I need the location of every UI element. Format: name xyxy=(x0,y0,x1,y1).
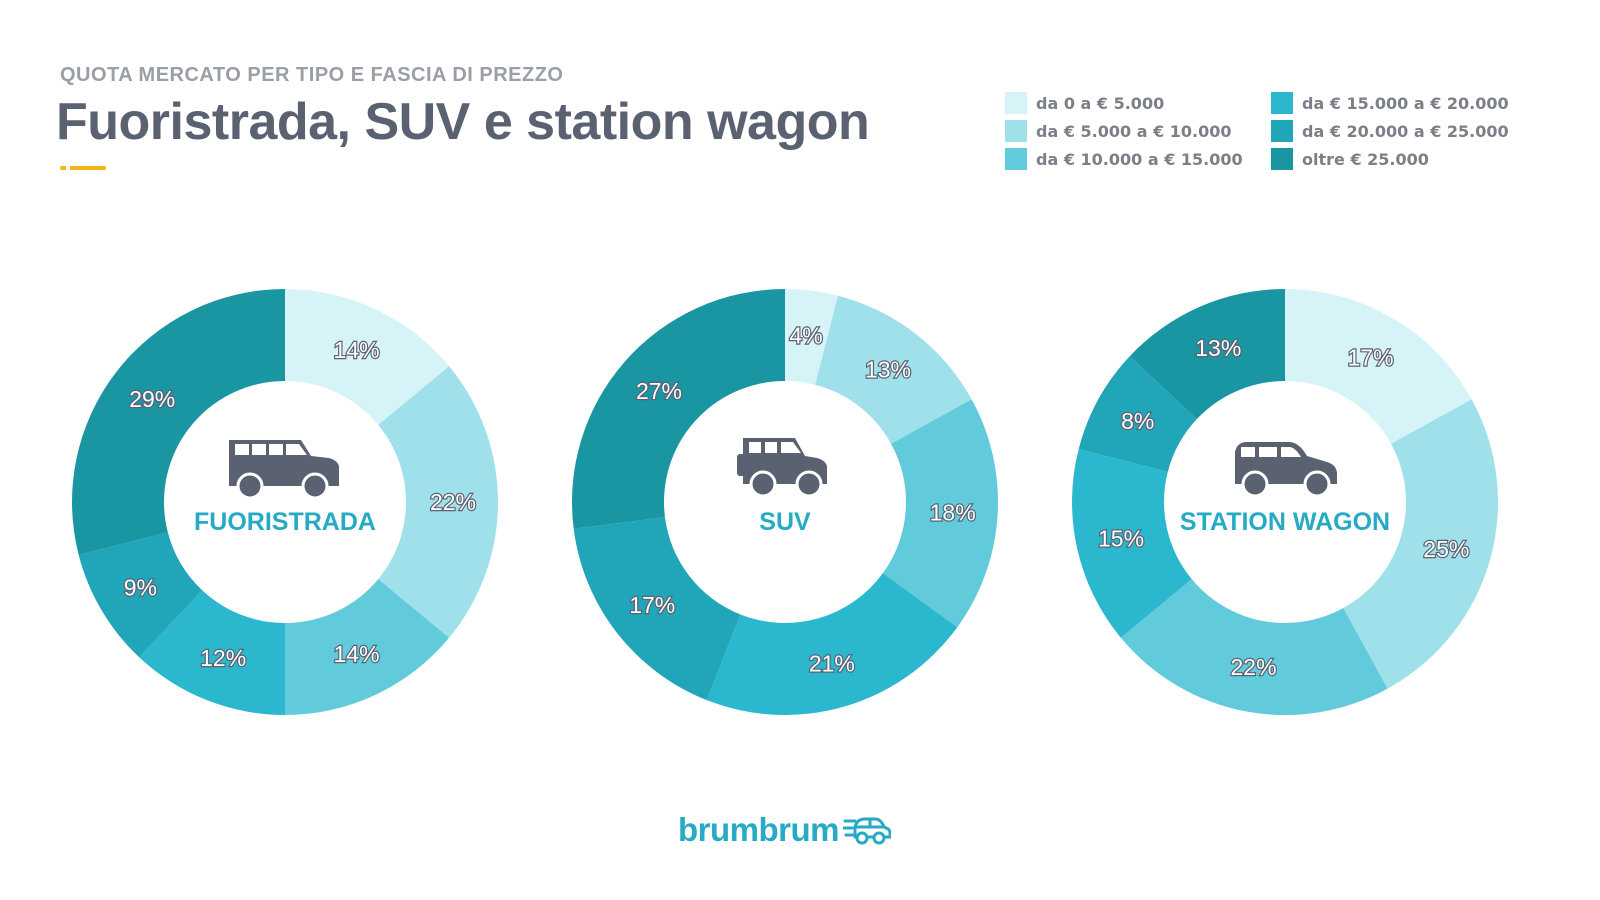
chart-subtitle: QUOTA MERCATO PER TIPO E FASCIA DI PREZZ… xyxy=(60,64,564,86)
slice-label: 17% xyxy=(629,592,675,618)
donut-slice xyxy=(815,295,972,444)
car-window xyxy=(252,444,266,455)
slice-label: 9% xyxy=(124,575,157,601)
car-window xyxy=(269,444,283,455)
donut-slice xyxy=(785,289,838,385)
slice-label: 14% xyxy=(334,641,380,667)
slice-label: 25% xyxy=(1423,536,1469,562)
donut-slice xyxy=(285,289,450,425)
car-window xyxy=(1241,447,1255,457)
car-window xyxy=(765,442,777,453)
donut-chart-2: 4% 13% 18% 21% 17% 27% SUV xyxy=(572,289,998,715)
car-window xyxy=(1281,447,1301,457)
legend-label: da € 20.000 a € 25.000 xyxy=(1302,121,1509,141)
donut-slice xyxy=(72,289,285,555)
slice-label: 13% xyxy=(865,356,911,382)
car-wheel xyxy=(795,470,823,498)
legend-item: da € 10.000 a € 15.000 xyxy=(1005,148,1243,170)
slice-label: 27% xyxy=(636,378,682,404)
legend-swatch xyxy=(1271,92,1293,114)
legend-swatch xyxy=(1271,120,1293,142)
car-wheel xyxy=(1241,470,1269,498)
legend-label: oltre € 25.000 xyxy=(1302,149,1429,169)
donut-slice xyxy=(1285,289,1472,444)
station-wagon-car-icon xyxy=(1235,442,1337,498)
donut-slice xyxy=(78,532,203,658)
slice-label: 17% xyxy=(1347,344,1393,370)
slice-label: 13% xyxy=(1195,335,1241,361)
donut-slice xyxy=(706,573,958,715)
car-window xyxy=(286,444,307,455)
car-window xyxy=(1259,447,1277,457)
legend-label: da € 15.000 a € 20.000 xyxy=(1302,93,1509,113)
donut-center-label: FUORISTRADA xyxy=(194,508,376,536)
car-wheel xyxy=(1303,470,1331,498)
car-window xyxy=(235,444,249,455)
slice-label: 18% xyxy=(930,500,976,526)
car-wheel xyxy=(749,470,777,498)
legend-item: da € 20.000 a € 25.000 xyxy=(1271,120,1509,142)
slice-label: 12% xyxy=(200,645,246,671)
slice-label: 29% xyxy=(129,386,175,412)
donut-slice xyxy=(139,590,285,715)
title-accent-line xyxy=(60,166,106,170)
legend-swatch xyxy=(1271,148,1293,170)
car-wheel xyxy=(236,472,264,500)
slice-label: 14% xyxy=(334,337,380,363)
legend-swatch xyxy=(1005,148,1027,170)
slice-label: 8% xyxy=(1121,408,1154,434)
donut-slice xyxy=(1072,449,1192,638)
slice-label: 22% xyxy=(430,489,476,515)
donut-slice xyxy=(573,517,741,701)
legend-label: da 0 a € 5.000 xyxy=(1036,93,1165,113)
donut-slice xyxy=(285,579,450,715)
page-title: Fuoristrada, SUV e station wagon xyxy=(56,93,870,151)
donut-center-label: SUV xyxy=(759,508,811,536)
suv-car-icon xyxy=(737,438,827,498)
donut-slice xyxy=(572,289,785,529)
donut-slice xyxy=(1343,399,1498,689)
slice-label: 4% xyxy=(789,322,822,348)
car-window xyxy=(749,442,761,453)
slice-label: 22% xyxy=(1230,654,1276,680)
donut-slice xyxy=(1129,289,1285,420)
legend-swatch xyxy=(1005,92,1027,114)
donut-chart-1: 14% 22% 14% 12% 9% 29% FUORISTRADA xyxy=(72,289,498,715)
car-logo-icon xyxy=(843,817,891,845)
car-spare-wheel xyxy=(737,454,745,476)
brand-logo: brumbrum xyxy=(678,808,891,852)
legend-item: da 0 a € 5.000 xyxy=(1005,92,1164,114)
slice-label: 21% xyxy=(809,650,855,676)
legend: da 0 a € 5.000 da € 5.000 a € 10.000 da … xyxy=(1005,92,1565,182)
legend-item: da € 15.000 a € 20.000 xyxy=(1271,92,1509,114)
donut-slice xyxy=(378,366,498,638)
donut-slice xyxy=(1078,356,1197,472)
car-wheel xyxy=(301,472,329,500)
legend-item: da € 5.000 a € 10.000 xyxy=(1005,120,1232,142)
donut-center-label: STATION WAGON xyxy=(1180,508,1390,536)
legend-item: oltre € 25.000 xyxy=(1271,148,1429,170)
brand-name: brumbrum xyxy=(678,811,840,848)
offroad-car-icon xyxy=(229,440,339,500)
legend-swatch xyxy=(1005,120,1027,142)
donut-slice xyxy=(882,399,998,628)
legend-label: da € 5.000 a € 10.000 xyxy=(1036,121,1232,141)
car-window xyxy=(781,442,801,453)
slice-label: 15% xyxy=(1098,526,1144,552)
donut-slice xyxy=(1120,579,1388,715)
donut-chart-3: 17% 25% 22% 15% 8% 13% STATION WAGON xyxy=(1072,289,1498,715)
legend-label: da € 10.000 a € 15.000 xyxy=(1036,149,1243,169)
